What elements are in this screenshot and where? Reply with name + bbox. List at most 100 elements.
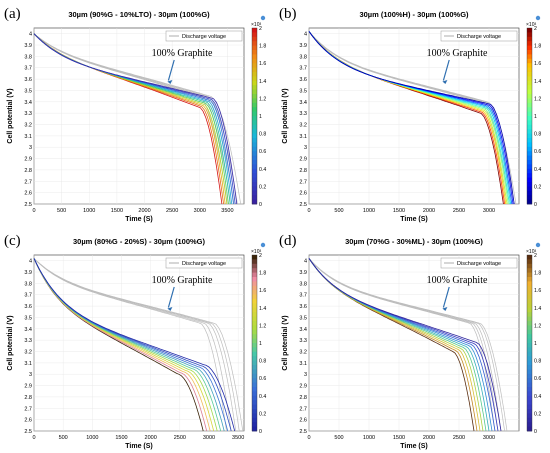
colorbar-segment <box>252 173 257 178</box>
colorbar-segment <box>527 155 532 161</box>
x-tick-label: 0 <box>307 208 310 214</box>
y-axis-label: Cell potential (V) <box>282 88 289 143</box>
panel-tag: (b) <box>279 6 297 22</box>
colorbar-segment <box>527 285 532 291</box>
reference-curve <box>33 33 242 205</box>
colorbar-segment <box>527 343 532 348</box>
x-axis-label: Time (S) <box>400 216 428 223</box>
colorbar-segment <box>252 307 257 313</box>
colorbar-tick-label: 1.2 <box>259 323 266 329</box>
arrow-head-icon <box>442 80 448 85</box>
x-tick-label: 500 <box>334 208 343 214</box>
colorbar-segment <box>252 356 257 361</box>
panel-c: (c) 30µm (80%G - 20%S) - 30µm (100%G) 2.5 2… <box>4 233 266 450</box>
colorbar-segment <box>252 124 257 130</box>
chart-title: 30µm (100%H) - 30µm (100%G) <box>359 10 469 19</box>
y-tick-label: 3.8 <box>299 281 307 287</box>
y-tick-label: 3.4 <box>24 327 32 333</box>
colorbar-tick-label: 0.4 <box>259 394 266 400</box>
annotation-arrow <box>442 59 450 81</box>
y-axis-label: Cell potential (V) <box>7 88 14 143</box>
colorbar-tick-label: 1.2 <box>534 96 541 102</box>
x-tick-label: 3500 <box>232 435 244 441</box>
colorbar-segment <box>252 365 257 370</box>
discharge-curve <box>308 31 515 205</box>
colorbar-tick-label: 1.4 <box>259 79 266 85</box>
colorbar-segment <box>252 58 257 64</box>
x-tick-label: 0 <box>32 208 35 214</box>
x-tick-label: 2500 <box>166 208 178 214</box>
colorbar-segment <box>527 426 532 432</box>
x-tick-label: 1000 <box>363 435 375 441</box>
x-tick-label: 2500 <box>453 435 465 441</box>
colorbar-segment <box>527 89 532 95</box>
y-tick-label: 3.2 <box>24 123 32 129</box>
colorbar-segment <box>527 41 532 46</box>
colorbar-segment <box>527 164 532 170</box>
colorbar-tick-label: 1 <box>259 341 262 347</box>
colorbar-segment <box>252 63 257 68</box>
colorbar-segment <box>252 102 257 108</box>
colorbar-segment <box>252 116 257 121</box>
y-tick-label: 2.8 <box>24 168 32 174</box>
colorbar-segment <box>252 168 257 174</box>
y-tick-label: 3.4 <box>299 100 307 106</box>
colorbar-segment <box>252 151 257 156</box>
colorbar-tick-label: 1.4 <box>534 306 541 312</box>
y-tick-label: 2.6 <box>299 191 307 197</box>
colorbar-segment <box>252 409 257 414</box>
colorbar-segment <box>252 395 257 401</box>
colorbar-segment <box>527 356 532 361</box>
colorbar-exponent: ×10³ <box>251 249 261 255</box>
colorbar-segment <box>527 111 532 117</box>
x-tick-label: 500 <box>57 208 66 214</box>
colorbar-segment <box>527 259 532 265</box>
chart-title: 30µm (70%G - 30%ML) - 30µm (100%G) <box>345 237 483 246</box>
colorbar-segment <box>527 325 532 331</box>
colorbar-exponent: ×10³ <box>526 249 536 255</box>
colorbar-frame <box>526 27 533 205</box>
colorbar-segment <box>252 41 257 46</box>
chart-title: 30µm (80%G - 20%S) - 30µm (100%G) <box>73 237 206 246</box>
y-tick-label: 3.2 <box>24 350 32 356</box>
annotation-100-graphite: 100% Graphite <box>427 275 488 286</box>
colorbar-segment <box>527 365 532 370</box>
colorbar-segment <box>252 28 257 33</box>
annotation-arrow <box>167 286 175 308</box>
y-tick-label: 2.7 <box>299 179 307 185</box>
y-tick-label: 2.6 <box>24 418 32 424</box>
colorbar-segment <box>252 334 257 339</box>
colorbar-segment <box>527 76 532 82</box>
y-tick-label: 4 <box>304 259 307 265</box>
colorbar-segment <box>527 182 532 187</box>
colorbar-segment <box>527 186 532 192</box>
colorbar-segment <box>527 133 532 139</box>
colorbar-segment <box>252 373 257 379</box>
colorbar-segment <box>252 351 257 357</box>
colorbar-segment <box>527 67 532 73</box>
colorbar-segment <box>527 142 532 148</box>
colorbar-tick-label: 1.2 <box>259 96 266 102</box>
annotation-arrow <box>167 59 175 81</box>
colorbar-segment <box>527 195 532 200</box>
colorbar-segment <box>527 63 532 68</box>
colorbar-segment <box>252 281 257 287</box>
discharge-curve <box>33 33 238 205</box>
legend-box <box>440 257 518 269</box>
x-axis-label: Time (S) <box>400 443 428 450</box>
camera-icon <box>260 242 266 248</box>
y-tick-label: 2.9 <box>299 384 307 390</box>
y-tick-label: 3.8 <box>24 281 32 287</box>
chart-title: 30µm (90%G - 10%LTO) - 30µm (100%G) <box>68 10 210 19</box>
x-tick-label: 1500 <box>111 208 123 214</box>
colorbar-segment <box>252 255 257 260</box>
colorbar-segment <box>252 142 257 148</box>
colorbar-segment <box>527 312 532 317</box>
colorbar-exponent: ×10³ <box>251 22 261 28</box>
y-tick-label: 3.9 <box>24 270 32 276</box>
colorbar-segment <box>252 343 257 348</box>
colorbar-segment <box>252 294 257 300</box>
y-tick-label: 3.5 <box>299 315 307 321</box>
colorbar-tick-label: 0.6 <box>534 376 541 382</box>
colorbar-segment <box>527 395 532 401</box>
